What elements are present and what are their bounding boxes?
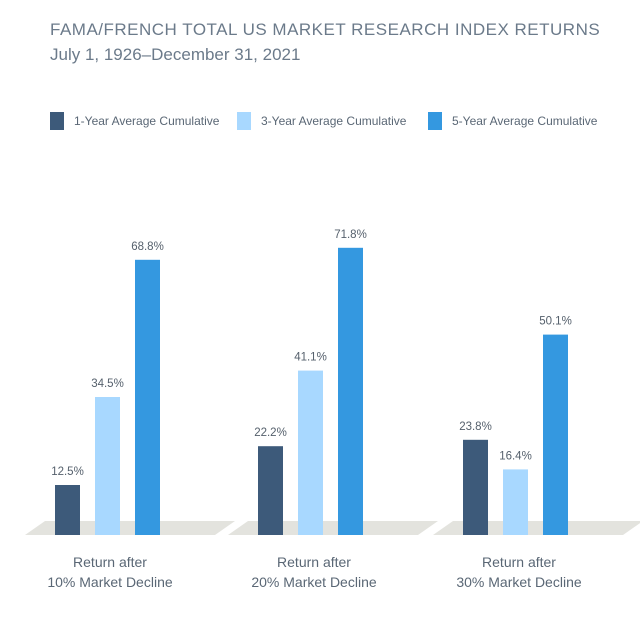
value-label-1-year-10: 12.5% xyxy=(51,466,84,478)
legend-swatch-3-year xyxy=(237,112,251,130)
bar-3-year-20 xyxy=(298,370,323,535)
legend-swatch-1-year xyxy=(50,112,64,130)
legend-swatch-5-year xyxy=(428,112,442,130)
legend-item-3-year: 3-Year Average Cumulative xyxy=(237,112,406,130)
category-label-30: Return after 30% Market Decline xyxy=(429,552,609,592)
chart-subtitle: July 1, 1926–December 31, 2021 xyxy=(50,45,301,64)
value-label-5-year-20: 71.8% xyxy=(334,229,367,241)
legend-item-1-year: 1-Year Average Cumulative xyxy=(50,112,219,130)
category-label-30-line-2: 30% Market Decline xyxy=(456,574,582,590)
bar-5-year-10 xyxy=(135,259,160,535)
legend-label-1-year: 1-Year Average Cumulative xyxy=(74,114,220,128)
value-label-1-year-20: 22.2% xyxy=(254,427,287,439)
legend-label-3-year: 3-Year Average Cumulative xyxy=(261,114,407,128)
category-label-10: Return after 10% Market Decline xyxy=(20,552,200,592)
bar-5-year-30 xyxy=(543,334,568,535)
category-label-20: Return after 20% Market Decline xyxy=(224,552,404,592)
category-label-20-line-1: Return after xyxy=(277,554,351,570)
category-label-20-line-2: 20% Market Decline xyxy=(251,574,377,590)
value-label-1-year-30: 23.8% xyxy=(459,421,492,433)
bar-1-year-20 xyxy=(258,446,283,535)
legend-label-5-year: 5-Year Average Cumulative xyxy=(452,114,598,128)
legend: 1-Year Average Cumulative 3-Year Average… xyxy=(50,112,610,132)
category-label-10-line-1: Return after xyxy=(73,554,147,570)
bar-3-year-30 xyxy=(503,469,528,535)
value-label-5-year-10: 68.8% xyxy=(131,241,164,253)
bar-3-year-10 xyxy=(95,397,120,535)
value-label-3-year-30: 16.4% xyxy=(499,450,532,462)
chart-title: FAMA/FRENCH TOTAL US MARKET RESEARCH IND… xyxy=(50,20,601,39)
category-label-10-line-2: 10% Market Decline xyxy=(47,574,173,590)
bar-1-year-30 xyxy=(463,439,488,535)
value-label-3-year-10: 34.5% xyxy=(91,378,124,390)
legend-item-5-year: 5-Year Average Cumulative xyxy=(428,112,597,130)
category-label-30-line-1: Return after xyxy=(482,554,556,570)
bar-5-year-20 xyxy=(338,247,363,536)
value-label-5-year-30: 50.1% xyxy=(539,316,572,328)
value-label-3-year-20: 41.1% xyxy=(294,352,327,364)
bar-1-year-10 xyxy=(55,485,80,535)
